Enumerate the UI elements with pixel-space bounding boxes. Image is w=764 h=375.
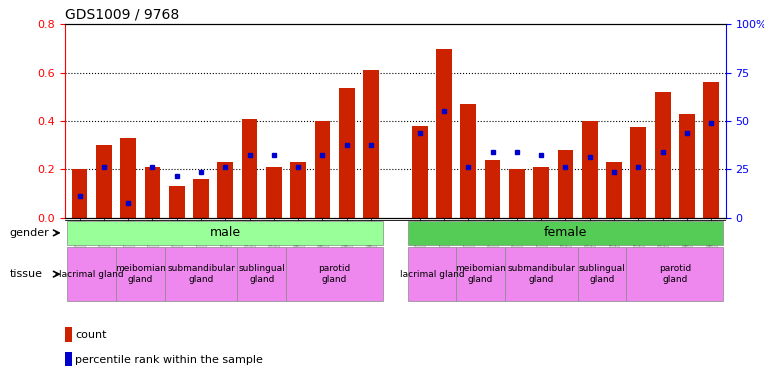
Text: lacrimal gland: lacrimal gland — [400, 270, 464, 279]
Bar — [290, 162, 306, 218]
Bar — [456, 248, 505, 301]
Bar — [169, 186, 185, 218]
Text: tissue: tissue — [10, 269, 43, 279]
Bar — [606, 162, 622, 218]
Text: GDS1009 / 9768: GDS1009 / 9768 — [65, 8, 180, 22]
Text: submandibular
gland: submandibular gland — [167, 264, 235, 284]
Bar — [96, 145, 112, 218]
Bar — [407, 248, 456, 301]
Bar — [412, 126, 428, 218]
Bar — [704, 82, 719, 218]
Bar — [533, 167, 549, 218]
Text: lacrimal gland: lacrimal gland — [60, 270, 124, 279]
Text: gender: gender — [10, 228, 50, 238]
Bar — [509, 169, 525, 217]
Bar — [505, 248, 578, 301]
Bar — [120, 138, 136, 218]
Bar — [315, 121, 330, 218]
Bar — [582, 121, 597, 218]
Bar — [116, 248, 164, 301]
Bar — [238, 248, 286, 301]
Bar — [218, 162, 233, 218]
Bar — [286, 248, 384, 301]
Bar — [407, 220, 724, 245]
Bar — [67, 220, 384, 245]
Text: sublingual
gland: sublingual gland — [238, 264, 285, 284]
Bar — [626, 248, 724, 301]
Bar — [484, 160, 500, 218]
Bar — [72, 169, 87, 217]
Bar — [67, 248, 116, 301]
Bar — [144, 167, 160, 218]
Bar — [679, 114, 694, 218]
Text: count: count — [75, 330, 106, 340]
Text: percentile rank within the sample: percentile rank within the sample — [75, 354, 263, 364]
Bar — [339, 88, 354, 218]
Text: sublingual
gland: sublingual gland — [578, 264, 625, 284]
Bar — [655, 92, 671, 218]
Bar — [193, 179, 209, 218]
Text: parotid
gland: parotid gland — [659, 264, 691, 284]
Bar — [266, 167, 282, 218]
Text: meibomian
gland: meibomian gland — [115, 264, 166, 284]
Bar — [558, 150, 573, 217]
Bar — [363, 70, 379, 217]
Text: female: female — [544, 226, 587, 239]
Bar — [630, 127, 646, 218]
Text: meibomian
gland: meibomian gland — [455, 264, 506, 284]
Text: male: male — [210, 226, 241, 239]
Bar — [241, 118, 257, 218]
Bar — [65, 327, 72, 342]
Bar — [436, 48, 452, 217]
Text: parotid
gland: parotid gland — [319, 264, 351, 284]
Text: submandibular
gland: submandibular gland — [507, 264, 575, 284]
Bar — [578, 248, 626, 301]
Bar — [65, 352, 72, 366]
Bar — [164, 248, 238, 301]
Bar — [461, 104, 476, 218]
